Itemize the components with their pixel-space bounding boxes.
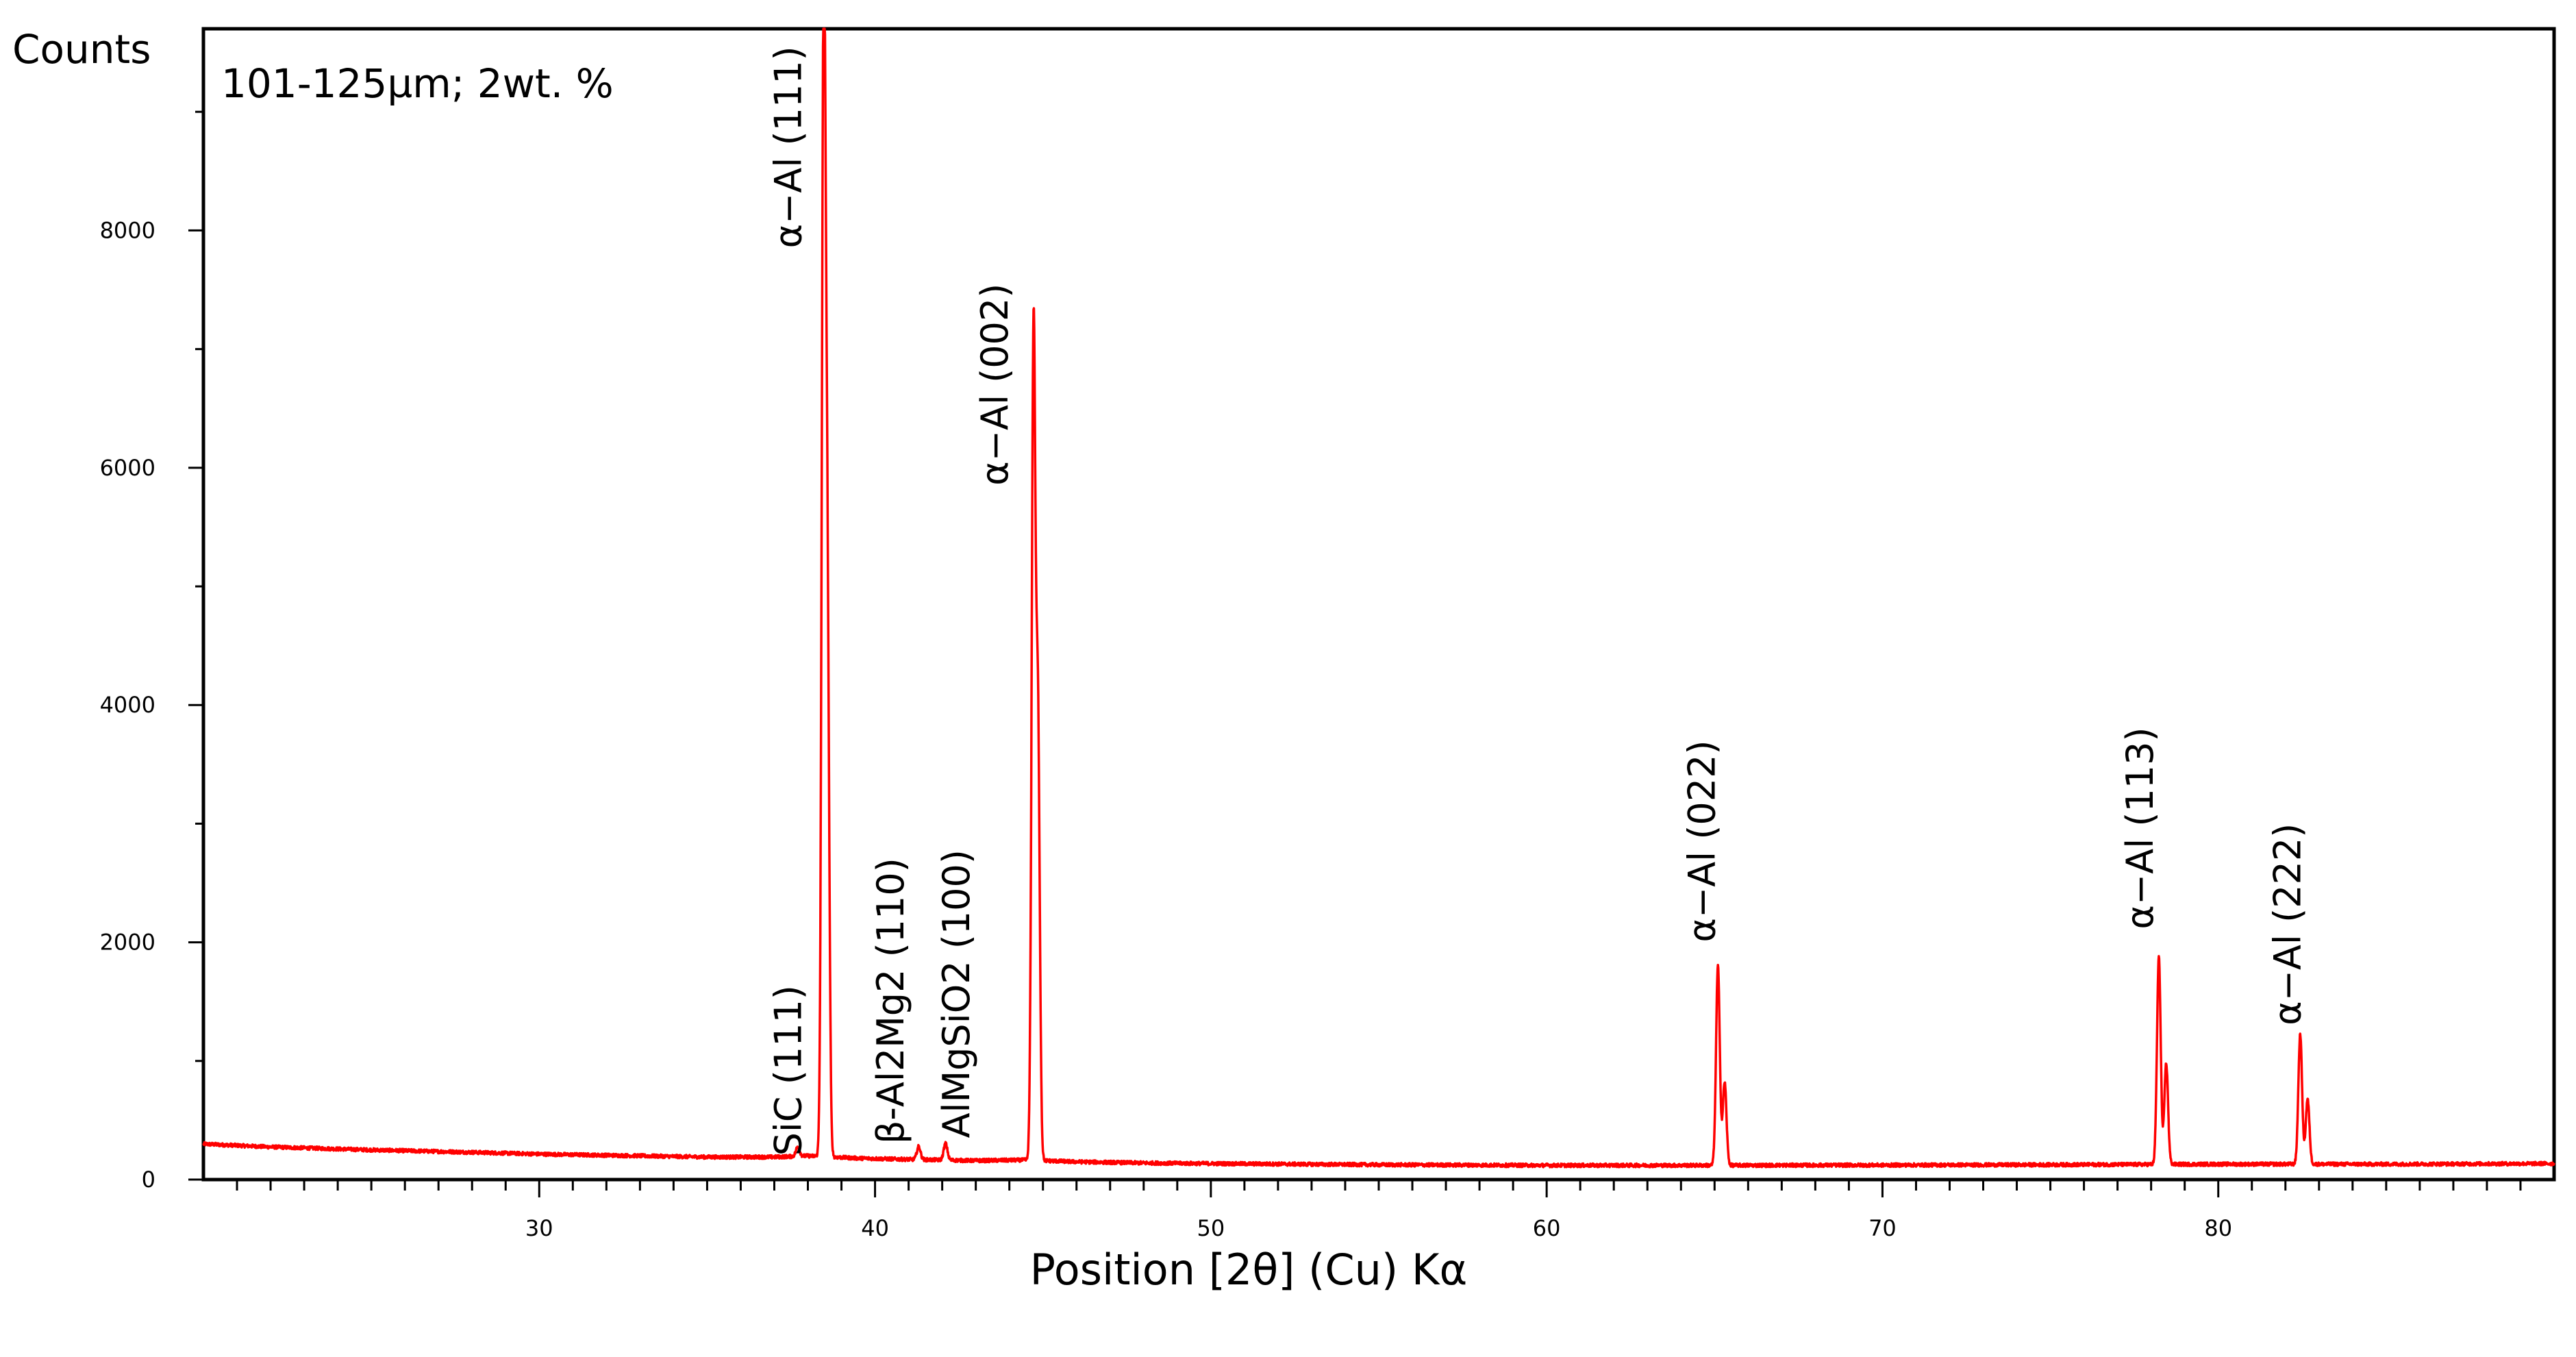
x-axis-title: Position [2θ] (Cu) Kα bbox=[1030, 1245, 1468, 1295]
peak-annotation: α−Al (022) bbox=[1680, 740, 1723, 942]
peak-annotations: α−Al (111) α−Al (002) SiC (111) β-Al2Mg2 (1… bbox=[767, 46, 2310, 1156]
x-tick-label: 80 bbox=[2204, 1215, 2232, 1241]
peak-annotation: α−Al (002) bbox=[973, 284, 1016, 486]
x-axis: 30 40 50 60 70 80 bbox=[236, 1180, 2522, 1241]
x-tick-label: 50 bbox=[1197, 1215, 1225, 1241]
y-tick-label: 4000 bbox=[100, 692, 155, 718]
y-tick-label: 8000 bbox=[100, 217, 155, 243]
diffraction-pattern-line bbox=[202, 27, 2555, 1169]
y-axis: 0 2000 4000 6000 8000 bbox=[100, 110, 203, 1193]
y-tick-label: 2000 bbox=[100, 930, 155, 956]
plot-frame bbox=[201, 27, 2556, 1182]
peak-annotation: β-Al2Mg2 (110) bbox=[869, 858, 912, 1144]
peak-annotation: α−Al (111) bbox=[767, 46, 810, 248]
peak-annotation: α−Al (222) bbox=[2266, 823, 2309, 1025]
x-tick-label: 60 bbox=[1533, 1215, 1561, 1241]
sample-label: 101-125µm; 2wt. % bbox=[221, 60, 614, 107]
peak-annotation: AlMgSiO2 (100) bbox=[935, 849, 978, 1138]
y-axis-title: Counts bbox=[12, 26, 151, 73]
peak-annotation: α−Al (113) bbox=[2118, 727, 2162, 929]
y-tick-label: 6000 bbox=[100, 455, 155, 481]
x-tick-label: 70 bbox=[1868, 1215, 1897, 1241]
x-tick-label: 30 bbox=[525, 1215, 553, 1241]
x-tick-label: 40 bbox=[861, 1215, 889, 1241]
y-tick-label: 0 bbox=[142, 1167, 155, 1193]
peak-annotation: SiC (111) bbox=[767, 985, 810, 1156]
